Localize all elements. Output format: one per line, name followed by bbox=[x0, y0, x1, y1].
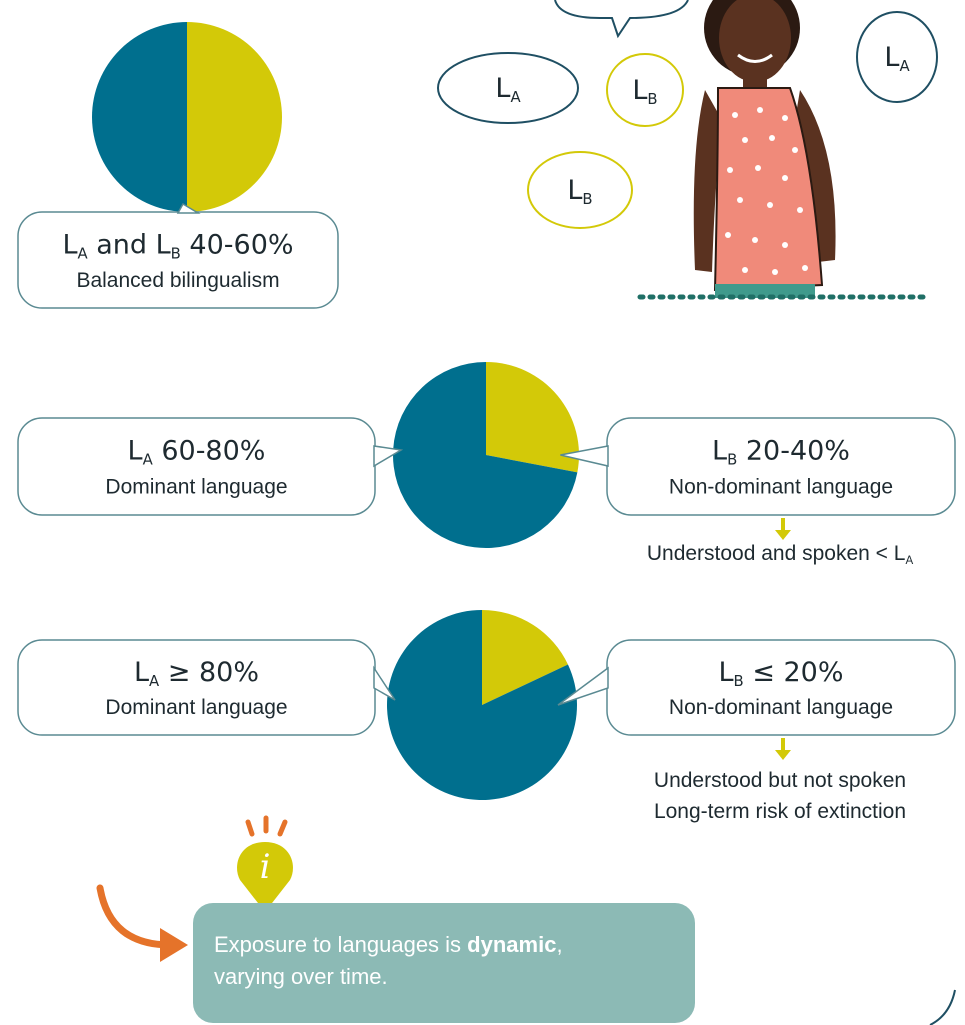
text-part: 60-80% bbox=[153, 436, 266, 467]
border-curve bbox=[930, 990, 955, 1025]
text-part: and L bbox=[88, 229, 171, 260]
text-part: Exposure to languages is bbox=[214, 932, 467, 957]
subscript: A bbox=[899, 57, 910, 75]
caption: Dominant language bbox=[105, 476, 287, 499]
text-part: varying over time. bbox=[214, 964, 388, 989]
pie-slice bbox=[187, 22, 282, 212]
label: varying over time. bbox=[214, 964, 388, 989]
subscript: B bbox=[647, 90, 657, 108]
subscript: B bbox=[171, 244, 181, 262]
text-part: L bbox=[567, 175, 582, 206]
text-part: L bbox=[128, 436, 143, 467]
info-box bbox=[193, 903, 695, 1023]
label: Understood and spoken < LA bbox=[647, 542, 914, 567]
label: Understood but not spoken bbox=[654, 769, 906, 792]
text-part: , bbox=[556, 932, 562, 957]
subscript: B bbox=[727, 450, 737, 468]
subscript: A bbox=[905, 555, 913, 567]
info-letter: i bbox=[260, 847, 271, 887]
infographic: i LALBLBLALA and LB 40-60%Balanced bilin… bbox=[0, 0, 965, 1025]
caption: Balanced bilingualism bbox=[76, 269, 279, 292]
text-part: L bbox=[632, 75, 647, 106]
text-part: ≥ 80% bbox=[159, 657, 259, 688]
text-part: Long-term risk of extinction bbox=[654, 800, 906, 823]
text-part: 40-60% bbox=[181, 229, 294, 260]
text-part: L bbox=[134, 657, 149, 688]
label: LA bbox=[884, 42, 910, 75]
speech-bubble-partial bbox=[555, 0, 688, 36]
label: LA bbox=[495, 73, 521, 106]
text-part: dynamic bbox=[467, 932, 556, 957]
text-part: Understood and spoken < L bbox=[647, 542, 906, 565]
label: LB bbox=[567, 175, 592, 208]
pie-slice bbox=[92, 22, 187, 212]
caption: Non-dominant language bbox=[669, 476, 893, 499]
label: LB bbox=[632, 75, 657, 108]
page: i LALBLBLALA and LB 40-60%Balanced bilin… bbox=[0, 0, 965, 1025]
subscript: B bbox=[734, 671, 744, 689]
text-part: ≤ 20% bbox=[744, 657, 844, 688]
subscript: A bbox=[510, 88, 521, 106]
caption: Non-dominant language bbox=[669, 696, 893, 719]
label: Long-term risk of extinction bbox=[654, 800, 906, 823]
caption: Dominant language bbox=[105, 696, 287, 719]
text-part: L bbox=[718, 657, 733, 688]
text-part: L bbox=[62, 229, 77, 260]
subscript: B bbox=[582, 190, 592, 208]
text-part: L bbox=[712, 436, 727, 467]
text-part: L bbox=[495, 73, 510, 104]
label: Exposure to languages is dynamic, bbox=[214, 932, 563, 957]
text-part: 20-40% bbox=[737, 436, 850, 467]
text-part: L bbox=[884, 42, 899, 73]
text-part: Understood but not spoken bbox=[654, 769, 906, 792]
